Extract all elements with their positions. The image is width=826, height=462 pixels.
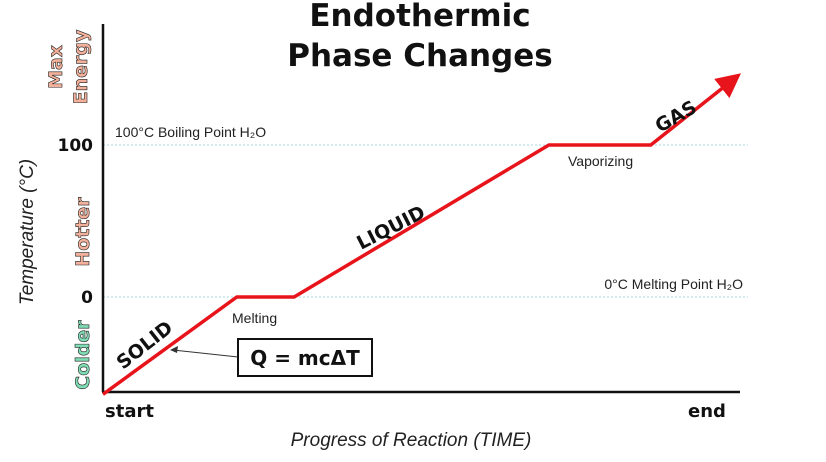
x-axis-label: Progress of Reaction (TIME) [291,430,532,451]
phase-label-gas: GAS [652,96,701,137]
y-tick-label-0: 0 [81,288,93,308]
side-label-colder: Colder [72,320,94,390]
x-label-start: start [105,401,154,422]
x-label-end: end [688,401,726,422]
y-axis-label: Temperature (°C) [17,159,38,305]
reference-label-100: 100°C Boiling Point H₂O [115,124,266,140]
equation-pointer-head [170,346,178,353]
equation-pointer [172,349,239,358]
reference-lines: 100°C Boiling Point H₂O 0°C Melting Point… [103,124,748,298]
side-label-max: Max [45,45,67,89]
process-label-vaporizing: Vaporizing [568,153,633,169]
chart-title-line1: Endothermic [309,0,530,34]
y-tick-labels: 0 100 [58,136,94,308]
temperature-curve [101,73,742,396]
chart-title-line2: Phase Changes [287,38,552,74]
side-label-hotter: Hotter [72,197,94,267]
process-label-melting: Melting [232,310,277,326]
equation-text: Q = mcΔT [250,346,360,370]
equation-box [237,338,373,377]
phase-label-liquid: LIQUID [353,201,429,254]
side-label-energy: Energy [70,29,92,104]
y-tick-label-100: 100 [58,136,94,156]
reference-label-0: 0°C Melting Point H₂O [604,276,743,292]
